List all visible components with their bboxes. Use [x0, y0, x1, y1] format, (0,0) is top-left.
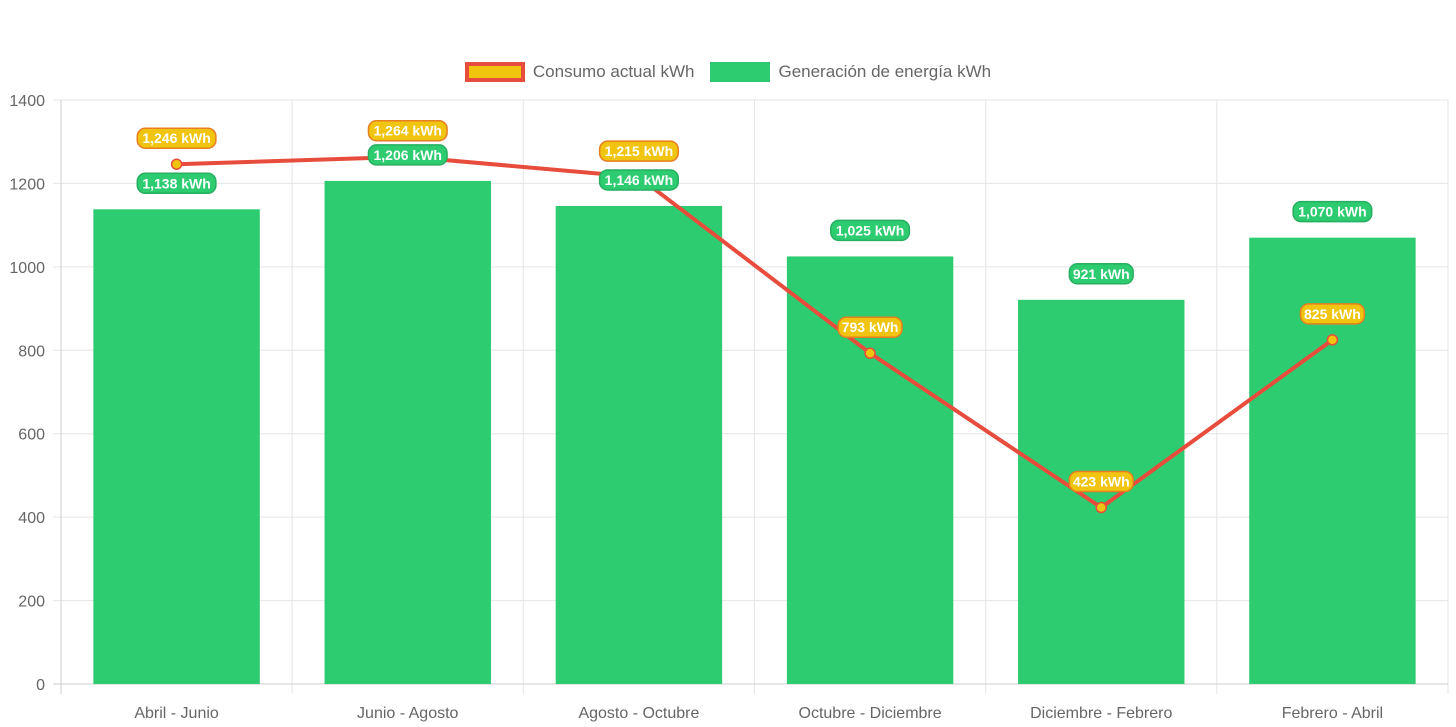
line-data-label: 1,215 kWh	[605, 143, 673, 159]
line-data-label-bg	[367, 119, 448, 142]
y-tick-label: 800	[18, 343, 45, 360]
y-tick-label: 1200	[9, 176, 45, 193]
point-consumo[interactable]	[1326, 334, 1339, 346]
bar-data-label: 1,070 kWh	[1298, 204, 1366, 220]
point-consumo[interactable]	[1095, 501, 1107, 514]
y-tick-label: 600	[18, 427, 45, 444]
bar-data-label: 921 kWh	[1073, 266, 1130, 282]
line-data-label-bg	[136, 127, 217, 149]
bar-data-label: 1,146 kWh	[605, 172, 673, 188]
x-tick-label: Agosto - Octubre	[578, 705, 699, 722]
y-tick-label: 1400	[9, 93, 45, 110]
line-data-label-bg	[1299, 303, 1366, 325]
legend-label-consumo: Consumo actual kWh	[532, 62, 695, 81]
y-tick-label: 200	[18, 594, 45, 611]
line-data-label: 825 kWh	[1304, 306, 1361, 322]
legend-swatch-generacion	[710, 62, 771, 82]
x-tick-label: Abril - Junio	[134, 705, 219, 722]
legend-item-consumo[interactable]: Consumo actual kWh	[464, 62, 695, 82]
point-consumo[interactable]	[864, 347, 876, 359]
x-tick-label: Febrero - Abril	[1282, 705, 1383, 722]
y-tick-label: 0	[36, 677, 45, 694]
line-data-label-bg	[598, 140, 679, 162]
line-data-label: 423 kWh	[1073, 474, 1130, 490]
x-tick-label: Diciembre - Febrero	[1030, 705, 1172, 722]
y-tick-label: 400	[18, 510, 45, 527]
line-data-label: 1,246 kWh	[142, 130, 210, 146]
line-data-label: 1,264 kWh	[374, 123, 442, 139]
bar-data-label: 1,025 kWh	[836, 222, 904, 238]
bar-data-label: 1,138 kWh	[142, 175, 210, 191]
bar-data-label-bg	[1068, 263, 1134, 285]
y-tick-label: 1000	[9, 260, 45, 277]
bar-data-label-bg	[367, 144, 448, 166]
bar-data-label-bg	[1292, 200, 1373, 223]
line-data-label: 793 kWh	[842, 319, 899, 335]
legend-label-generacion: Generación de energía kWh	[778, 62, 992, 81]
legend-item-generacion[interactable]: Generación de energía kWh	[710, 62, 991, 82]
bar-generacion[interactable]	[93, 209, 260, 684]
bar-generacion[interactable]	[555, 205, 723, 684]
point-consumo[interactable]	[170, 158, 183, 170]
x-tick-label: Junio - Agosto	[357, 705, 459, 722]
legend-swatch-consumo	[464, 62, 525, 82]
bar-data-label-bg	[830, 219, 911, 242]
bar-generacion[interactable]	[324, 180, 491, 684]
x-tick-label: Octubre - Diciembre	[799, 705, 942, 722]
line-data-label-bg	[1068, 470, 1134, 493]
bar-data-label: 1,206 kWh	[374, 147, 442, 163]
line-data-label-bg	[837, 316, 903, 338]
bar-data-label-bg	[136, 172, 217, 195]
chart-legend: Consumo actual kWh Generación de energía…	[0, 62, 1456, 82]
bar-data-label-bg	[598, 169, 679, 191]
